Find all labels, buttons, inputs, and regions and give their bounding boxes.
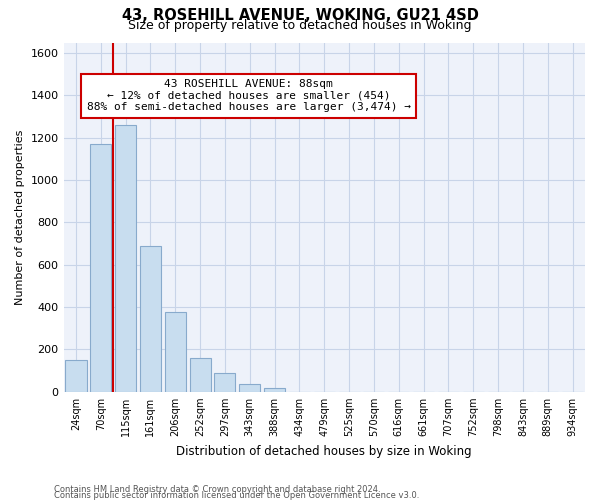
Text: Contains public sector information licensed under the Open Government Licence v3: Contains public sector information licen… — [54, 490, 419, 500]
Bar — [214, 373, 235, 392]
Bar — [115, 125, 136, 392]
Bar — [264, 388, 285, 392]
X-axis label: Distribution of detached houses by size in Woking: Distribution of detached houses by size … — [176, 444, 472, 458]
Y-axis label: Number of detached properties: Number of detached properties — [15, 130, 25, 305]
Text: 43 ROSEHILL AVENUE: 88sqm
← 12% of detached houses are smaller (454)
88% of semi: 43 ROSEHILL AVENUE: 88sqm ← 12% of detac… — [86, 79, 410, 112]
Bar — [140, 246, 161, 392]
Bar — [90, 144, 112, 392]
Bar — [165, 312, 186, 392]
Bar — [239, 384, 260, 392]
Bar — [190, 358, 211, 392]
Text: 43, ROSEHILL AVENUE, WOKING, GU21 4SD: 43, ROSEHILL AVENUE, WOKING, GU21 4SD — [122, 8, 478, 22]
Text: Size of property relative to detached houses in Woking: Size of property relative to detached ho… — [128, 19, 472, 32]
Bar — [65, 360, 86, 392]
Text: Contains HM Land Registry data © Crown copyright and database right 2024.: Contains HM Land Registry data © Crown c… — [54, 484, 380, 494]
